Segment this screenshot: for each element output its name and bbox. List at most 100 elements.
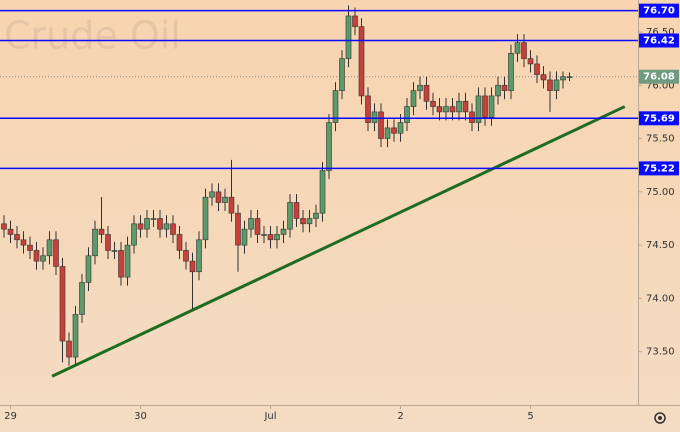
settings-icon[interactable] xyxy=(654,412,666,424)
x-tick-label: Jul xyxy=(263,411,276,422)
y-tick-label: 76.00 xyxy=(646,80,675,91)
candle-body xyxy=(150,218,157,220)
candle-body xyxy=(59,266,66,342)
candle-body xyxy=(417,84,423,91)
y-tick-label: 73.50 xyxy=(646,347,675,358)
candle-body xyxy=(391,127,397,134)
candle-body xyxy=(183,250,189,262)
candle-body xyxy=(202,196,209,241)
candle-body xyxy=(274,234,280,241)
candle-body xyxy=(79,282,85,315)
level-label: 76.70 xyxy=(643,6,675,17)
level-label-box xyxy=(639,111,679,126)
candle-body xyxy=(33,250,40,262)
candle-body xyxy=(66,340,72,358)
candle-body xyxy=(495,84,501,97)
candle-body xyxy=(53,239,59,267)
level-label-box xyxy=(639,33,679,48)
candle-body xyxy=(514,42,521,54)
candle-body xyxy=(456,100,462,113)
y-tick-label: 74.50 xyxy=(646,240,675,251)
candle-body xyxy=(170,223,176,235)
candle-body xyxy=(300,218,306,225)
candle-body xyxy=(501,84,508,91)
candle-body xyxy=(475,95,482,123)
candle-body xyxy=(430,100,436,107)
candle-body xyxy=(339,58,345,91)
x-tick-label: 29 xyxy=(4,411,17,422)
x-tick-label: 2 xyxy=(397,411,403,422)
candle-body xyxy=(423,84,430,102)
candle-body xyxy=(436,106,443,113)
candle-body xyxy=(124,244,131,278)
candle-body xyxy=(319,170,326,214)
candle-body xyxy=(365,95,371,123)
candle-body xyxy=(20,239,27,246)
candle-body xyxy=(449,106,456,113)
candle-body xyxy=(547,79,553,91)
candle-body xyxy=(462,100,469,113)
candle-body xyxy=(14,234,20,241)
level-label: 75.22 xyxy=(643,163,675,174)
candle-body xyxy=(293,202,300,219)
candle-body xyxy=(196,239,202,273)
candle-body xyxy=(306,218,313,225)
candle-body xyxy=(521,42,527,59)
candle-body xyxy=(137,223,144,230)
candle-body xyxy=(508,52,514,91)
candle-body xyxy=(118,250,124,278)
candle-body xyxy=(566,76,573,79)
candle-body xyxy=(176,234,183,251)
candle-body xyxy=(482,95,488,118)
level-label: 76.42 xyxy=(643,36,675,47)
y-tick-label: 76.50 xyxy=(646,27,675,38)
candle-body xyxy=(410,90,417,107)
gear[interactable] xyxy=(654,412,666,424)
candle-body xyxy=(209,191,215,198)
candle-body xyxy=(352,15,358,27)
last-price-label: 76.08 xyxy=(643,72,675,83)
candle-body xyxy=(248,218,254,230)
candle-body xyxy=(27,244,33,251)
candle-body xyxy=(404,106,410,123)
candle-body xyxy=(46,239,53,257)
candle-body xyxy=(85,255,92,283)
candle-body xyxy=(378,111,384,139)
level-label-box xyxy=(639,3,679,18)
candle-body xyxy=(111,250,118,252)
candle-body xyxy=(371,111,378,123)
level-label: 75.69 xyxy=(643,113,675,124)
candle-body xyxy=(72,314,79,358)
candle-body xyxy=(534,63,540,75)
candle-body xyxy=(488,95,495,118)
candle-body xyxy=(267,234,274,241)
candle-body xyxy=(469,111,475,123)
level-label-box xyxy=(639,161,679,176)
candle-body xyxy=(157,218,163,230)
candle-body xyxy=(397,122,404,134)
y-tick-label: 74.00 xyxy=(646,293,675,304)
candle-body xyxy=(254,218,261,235)
candle-body xyxy=(131,223,137,246)
candle-body xyxy=(241,228,248,246)
candle-body xyxy=(40,255,46,262)
gear-center[interactable] xyxy=(658,416,662,420)
y-tick-label: 75.00 xyxy=(646,187,675,198)
candle-body xyxy=(280,228,287,235)
watermark: Crude Oil xyxy=(4,14,181,58)
candle-body xyxy=(345,15,352,59)
candle-body xyxy=(163,223,170,230)
candle-body xyxy=(326,122,332,171)
candle-body xyxy=(92,228,98,257)
candle-body xyxy=(105,234,111,251)
trendline xyxy=(51,105,626,378)
candle-body xyxy=(1,223,7,230)
y-tick-label: 75.50 xyxy=(646,134,675,145)
candle-body xyxy=(527,58,534,65)
candle-body xyxy=(261,234,267,236)
candle-body xyxy=(287,202,293,230)
candle-body xyxy=(540,74,547,81)
candle-body xyxy=(144,218,150,230)
candle-body xyxy=(358,26,365,97)
